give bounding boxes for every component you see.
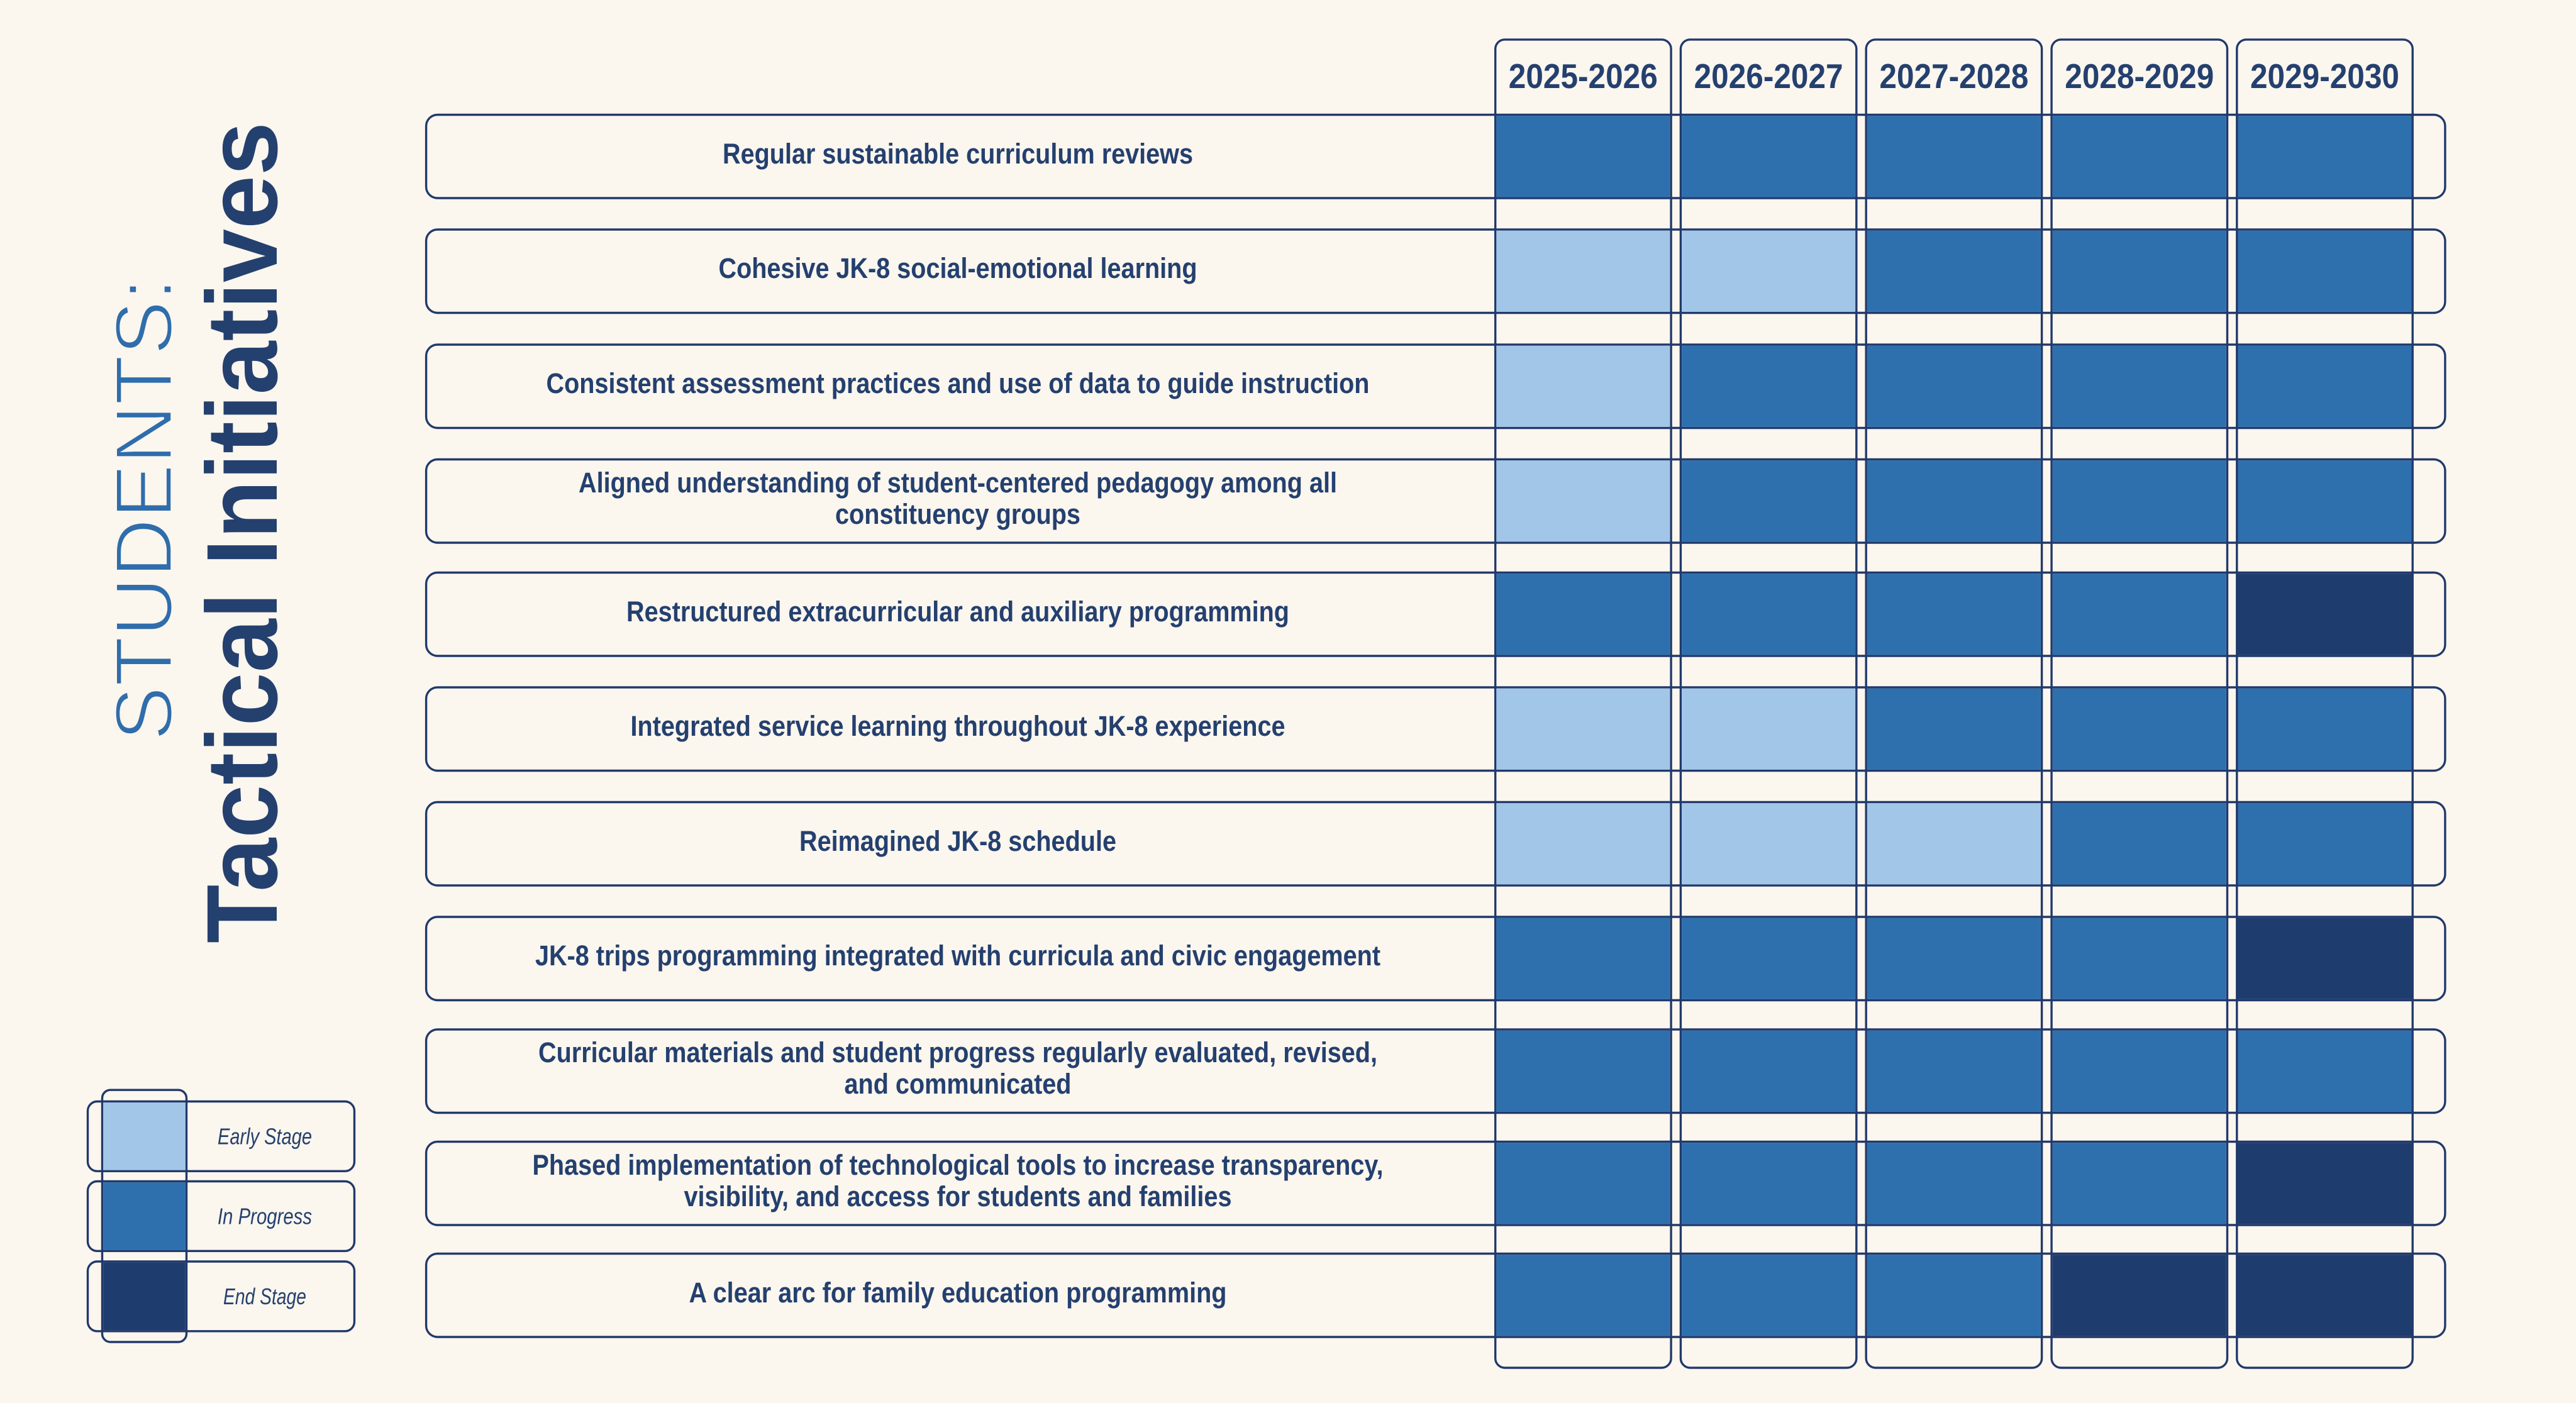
svg-text:In Progress: In Progress (218, 1203, 312, 1229)
svg-text:Regular sustainable curriculum: Regular sustainable curriculum reviews (723, 138, 1193, 170)
svg-text:Aligned understanding of stude: Aligned understanding of student-centere… (579, 467, 1337, 499)
svg-text:Tactical Initiatives: Tactical Initiatives (186, 122, 298, 943)
svg-text:JK-8 trips programming integra: JK-8 trips programming integrated with c… (535, 940, 1380, 972)
svg-text:Early Stage: Early Stage (218, 1123, 312, 1149)
svg-text:2027-2028: 2027-2028 (1879, 57, 2028, 96)
svg-text:STUDENTS:: STUDENTS: (99, 278, 189, 741)
svg-text:A clear arc for family educati: A clear arc for family education program… (689, 1277, 1227, 1309)
svg-text:2029-2030: 2029-2030 (2250, 57, 2399, 96)
svg-text:and communicated: and communicated (845, 1068, 1072, 1100)
svg-text:2028-2029: 2028-2029 (2065, 57, 2214, 96)
svg-text:constituency groups: constituency groups (835, 498, 1080, 530)
svg-text:Integrated service learning th: Integrated service learning throughout J… (631, 710, 1285, 742)
svg-text:Consistent assessment practice: Consistent assessment practices and use … (547, 367, 1370, 399)
svg-text:Curricular materials and stude: Curricular materials and student progres… (538, 1036, 1377, 1068)
svg-text:Reimagined JK-8 schedule: Reimagined JK-8 schedule (799, 825, 1116, 857)
svg-text:Cohesive JK-8 social-emotional: Cohesive JK-8 social-emotional learning (719, 252, 1197, 284)
svg-text:Phased implementation of techn: Phased implementation of technological t… (533, 1149, 1384, 1181)
svg-text:2026-2027: 2026-2027 (1694, 57, 1843, 96)
svg-text:Restructured extracurricular a: Restructured extracurricular and auxilia… (626, 596, 1289, 628)
svg-text:End Stage: End Stage (223, 1284, 306, 1309)
svg-text:visibility, and access for stu: visibility, and access for students and … (684, 1180, 1232, 1212)
svg-text:2025-2026: 2025-2026 (1509, 57, 1658, 96)
